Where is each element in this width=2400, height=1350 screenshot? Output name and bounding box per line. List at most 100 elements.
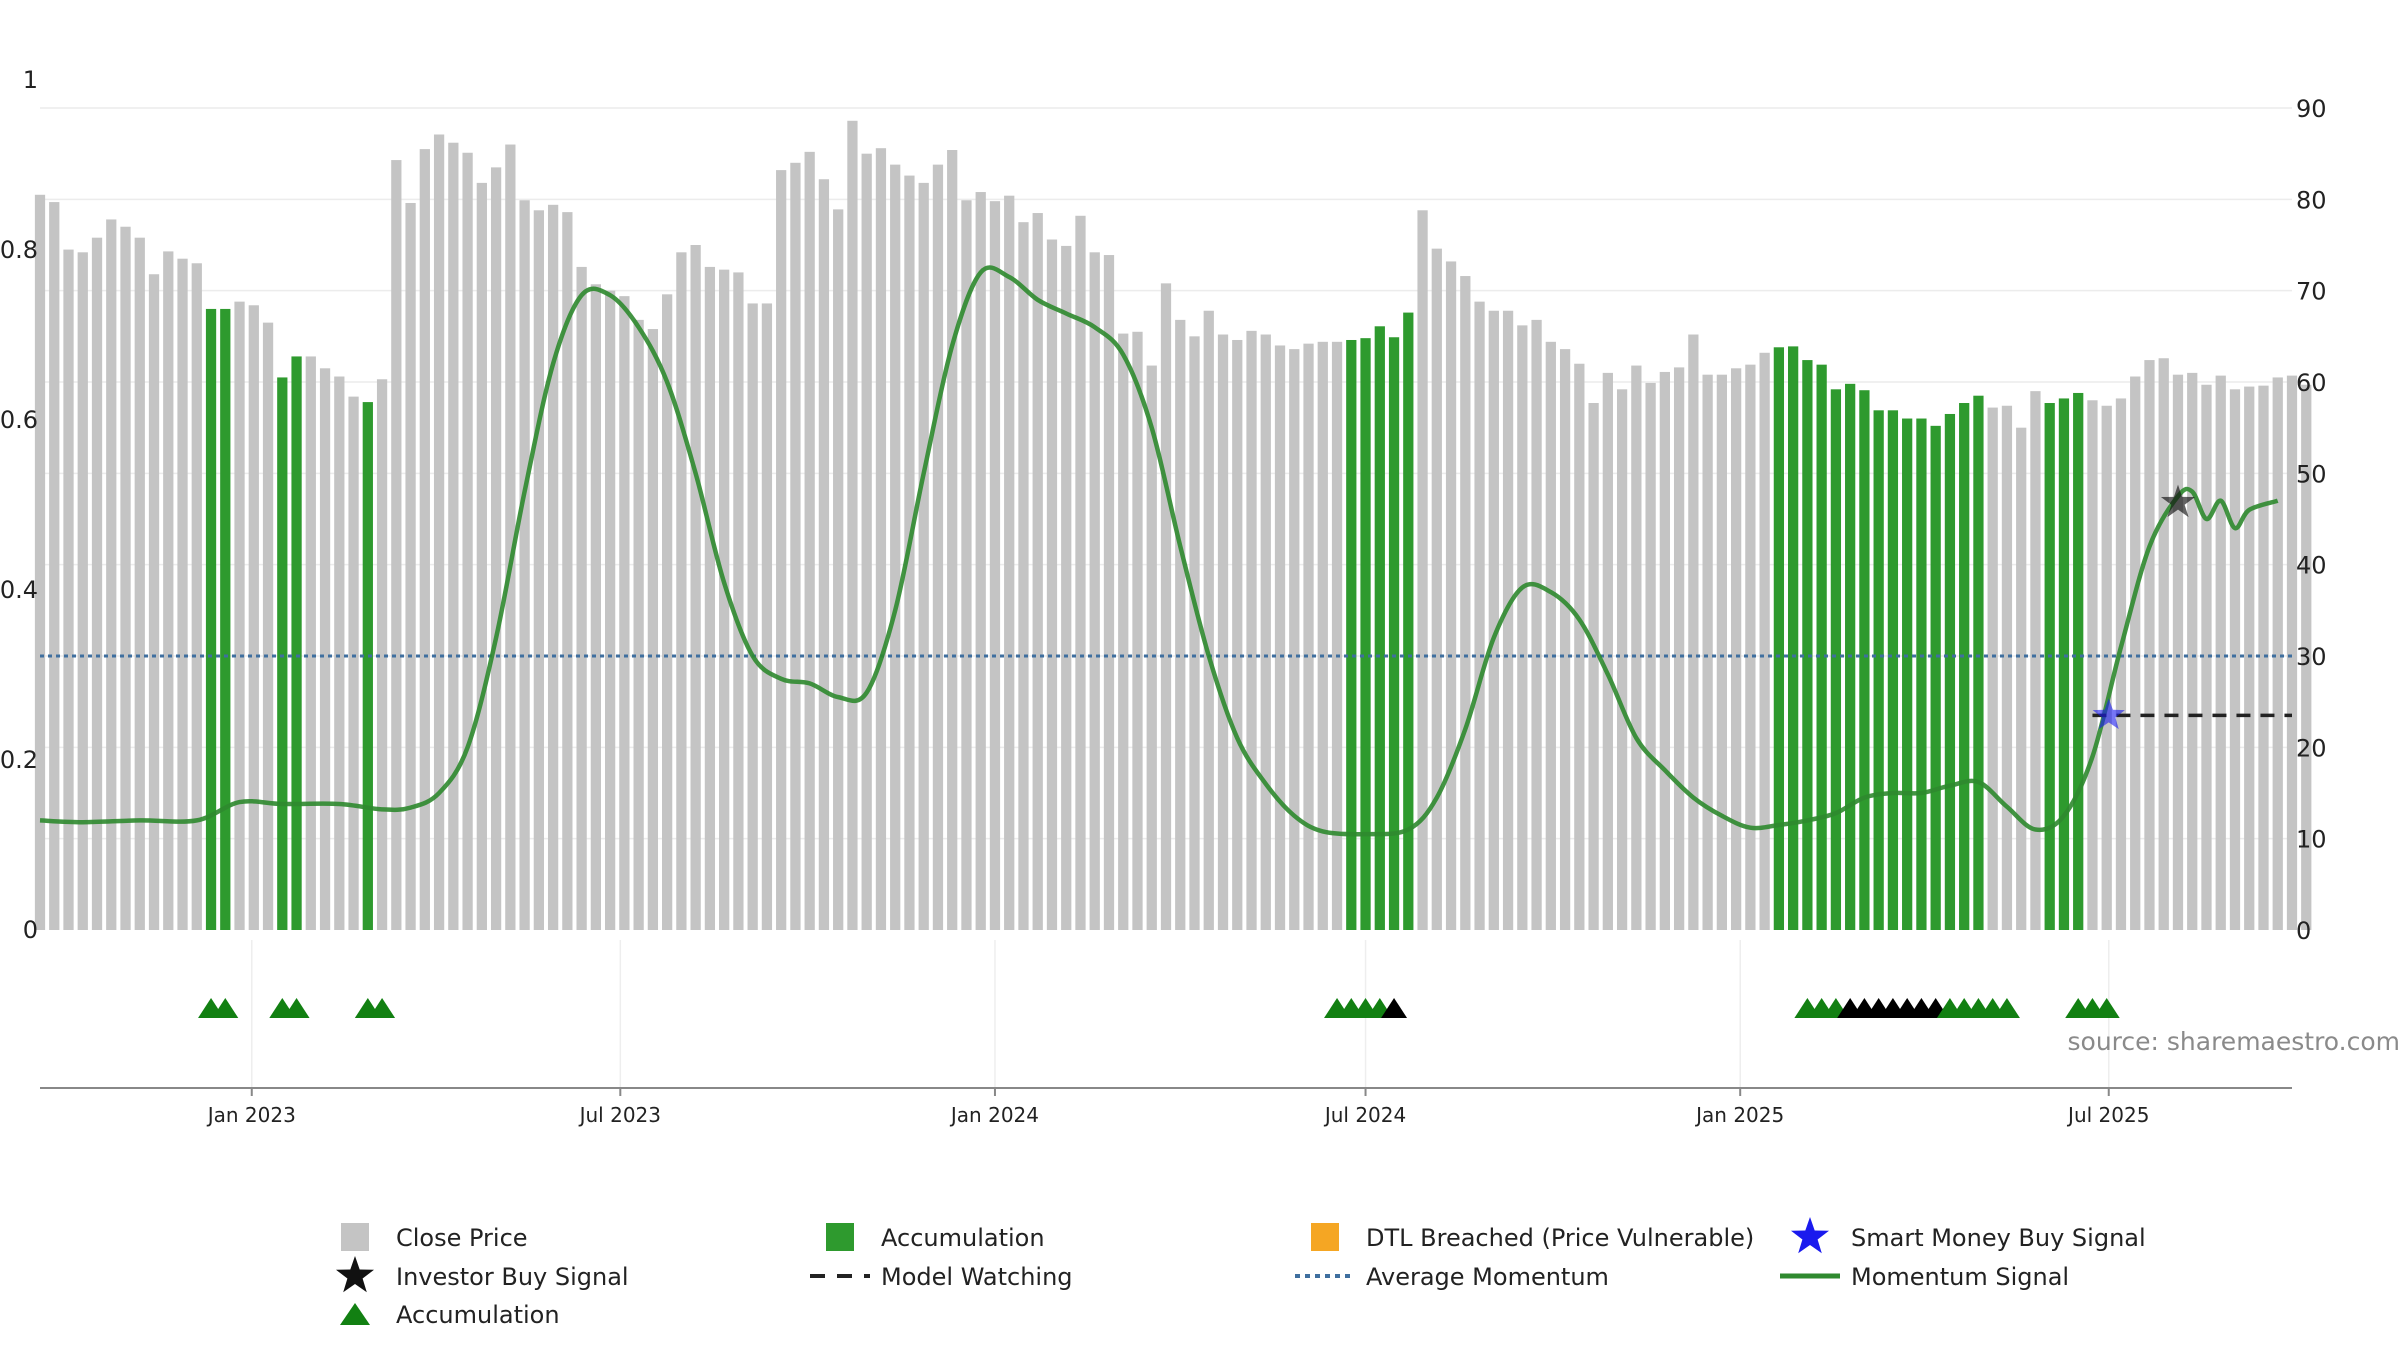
close-price-bar (932, 164, 944, 930)
close-price-bar (2101, 405, 2112, 930)
close-price-bar (305, 356, 316, 930)
close-price-bar (148, 274, 160, 931)
right-tick-label: 70 (2296, 278, 2327, 306)
close-price-bar (77, 252, 88, 930)
close-price-bar (2286, 375, 2298, 930)
close-price-bar (1160, 283, 1172, 930)
x-tick-label: Jan 2023 (206, 1103, 296, 1127)
close-price-bar (2087, 400, 2098, 930)
accumulation-bar (1802, 360, 1813, 931)
close-price-bar (2258, 385, 2269, 930)
accumulation-bar (1360, 338, 1371, 930)
legend-label: Accumulation (881, 1224, 1045, 1252)
close-price-bar (1018, 222, 1029, 931)
close-price-bar (1175, 319, 1186, 930)
accumulation-bar (1930, 425, 1941, 930)
accumulation-bar (2058, 398, 2070, 930)
close-price-bar (2187, 372, 2198, 930)
legend-label: Investor Buy Signal (396, 1263, 629, 1291)
legend-label: Smart Money Buy Signal (1851, 1224, 2146, 1252)
close-price-bar (34, 194, 46, 930)
right-tick-label: 60 (2296, 369, 2327, 397)
close-price-bar (804, 151, 815, 931)
close-price-bar (1289, 349, 1300, 930)
right-tick-label: 50 (2296, 460, 2327, 488)
source-label: source: sharemaestro.com (2068, 1027, 2400, 1056)
accumulation-bar (291, 356, 302, 930)
close-price-bar (462, 152, 473, 930)
close-price-bar (861, 153, 872, 931)
close-price-bar (262, 322, 274, 930)
close-price-bar (2144, 360, 2155, 931)
close-price-bar (2244, 386, 2255, 930)
accumulation-bar (1816, 364, 1827, 930)
close-price-bar (1745, 364, 1756, 930)
close-price-bar (761, 303, 773, 930)
accumulation-triangle-icon (283, 998, 310, 1018)
close-price-bar (947, 150, 958, 930)
close-price-bar (2172, 374, 2184, 930)
legend-item-investor: Investor Buy Signal (336, 1256, 629, 1293)
close-price-bar (1132, 331, 1143, 930)
close-price-bar (2158, 358, 2169, 930)
accumulation-bar (1887, 410, 1899, 930)
close-price-bar (562, 212, 573, 930)
close-price-bar (1559, 349, 1571, 930)
x-tick-label: Jul 2023 (578, 1103, 661, 1127)
momentum-signal-path (39, 265, 2279, 837)
x-tick-label: Jan 2025 (1694, 1103, 1784, 1127)
accumulation-bar (1346, 339, 1357, 930)
accumulation-triangle-icon (369, 998, 396, 1018)
close-price-bar (2030, 391, 2041, 930)
close-price-bar (2201, 384, 2212, 930)
accumulation-triangles (198, 998, 2120, 1018)
close-price-bar (1260, 334, 1271, 930)
close-price-bar (1616, 389, 1628, 930)
legend-item-model-watching: Model Watching (810, 1263, 1073, 1291)
legend-label: Model Watching (881, 1263, 1073, 1291)
close-price-bar (2130, 376, 2141, 930)
close-price-bar (1588, 403, 1599, 930)
close-price-bar (1731, 368, 1742, 930)
close-price-bar (134, 237, 145, 930)
accumulation-bar (205, 308, 217, 930)
legend-label: DTL Breached (Price Vulnerable) (1366, 1224, 1754, 1252)
close-price-bar (163, 251, 174, 930)
legend-label: Close Price (396, 1224, 528, 1252)
close-price-bar (2301, 384, 2312, 930)
close-price-bar (662, 294, 673, 930)
right-tick-label: 30 (2296, 643, 2327, 671)
right-tick-label: 10 (2296, 826, 2327, 854)
close-price-bar (1046, 239, 1058, 930)
close-price-bar (633, 319, 644, 930)
close-price-bar (63, 249, 74, 930)
left-tick-label: 0.6 (0, 406, 38, 434)
close-price-bar (1089, 252, 1100, 930)
accumulation-triangle-icon (1993, 998, 2020, 1018)
close-price-bar (234, 301, 245, 930)
close-price-bar (1331, 341, 1343, 930)
legend: Close Price Accumulation DTL Breached (Pri… (336, 1217, 2146, 1329)
legend-item-average-momentum: Average Momentum (1295, 1263, 1609, 1291)
accumulation-bar (1973, 395, 1984, 930)
right-tick-label: 40 (2296, 552, 2327, 580)
close-price-bar (1431, 248, 1442, 930)
legend-label: Average Momentum (1366, 1263, 1609, 1291)
accumulation-bar (1374, 326, 1385, 930)
accumulation-bar (1944, 413, 1956, 931)
close-price-bar (1517, 325, 1528, 930)
close-price-bar (833, 209, 844, 930)
x-tick-label: Jan 2024 (949, 1103, 1039, 1127)
close-price-bar (2229, 389, 2241, 930)
close-price-bar (1118, 333, 1129, 931)
close-price-bar (647, 329, 659, 930)
accumulation-bar (1403, 312, 1414, 931)
close-price-bar (191, 263, 202, 930)
legend-item-accumulation: Accumulation (826, 1223, 1045, 1252)
close-price-bar (1246, 330, 1257, 931)
left-tick-label: 0.4 (0, 576, 38, 604)
left-tick-label: 0 (23, 916, 38, 944)
close-price-bar (2215, 375, 2226, 930)
accumulation-bar (1959, 403, 1970, 930)
